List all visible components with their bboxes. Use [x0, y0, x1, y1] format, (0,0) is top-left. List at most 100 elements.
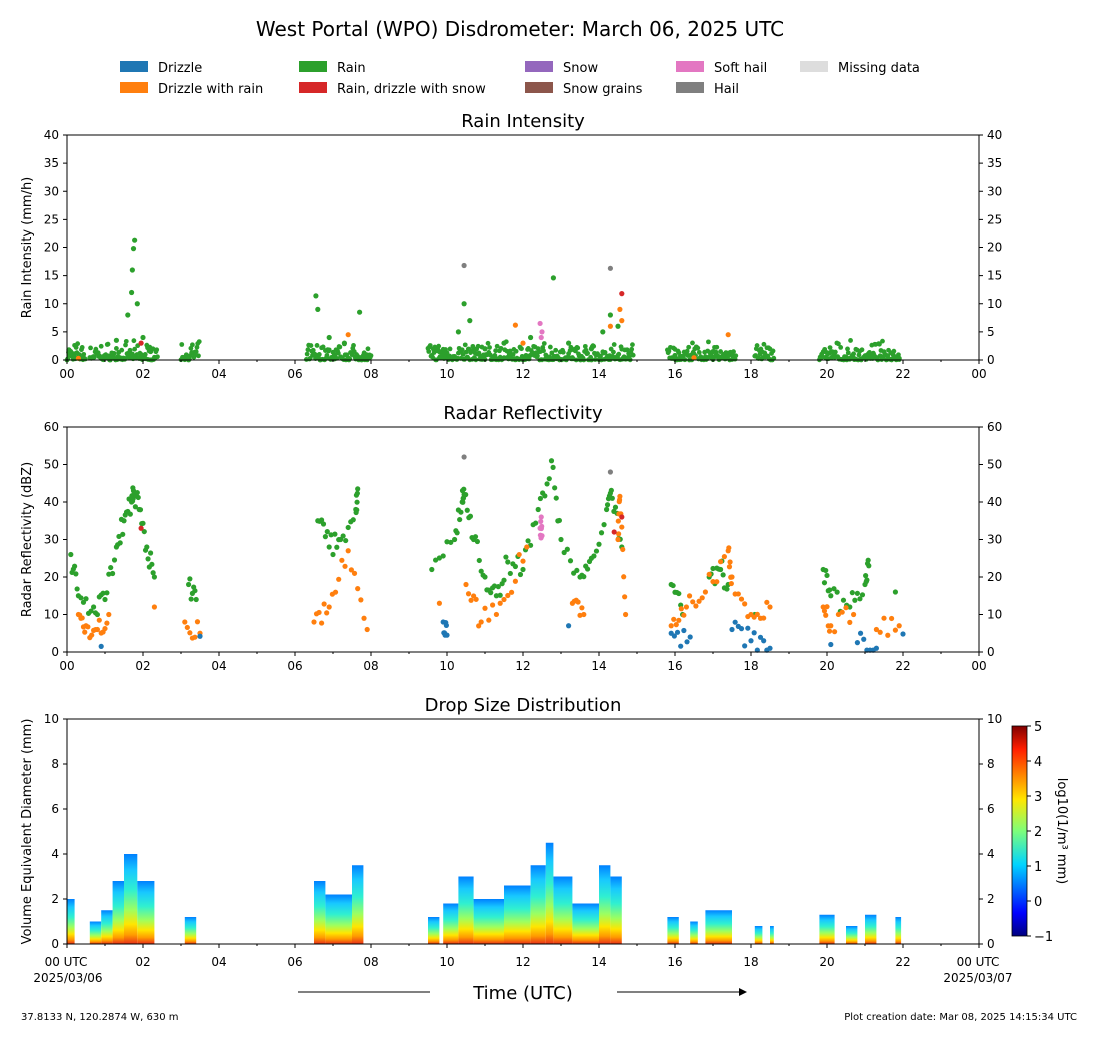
data-point: [849, 590, 855, 596]
data-point: [550, 275, 557, 281]
data-point: [122, 356, 128, 362]
data-point: [148, 550, 154, 556]
data-point: [155, 354, 160, 360]
data-point: [600, 329, 606, 335]
dsd-column: [89, 921, 102, 944]
data-point: [885, 632, 891, 638]
legend-item: Rain, drizzle with snow: [299, 82, 486, 97]
data-point: [828, 641, 834, 648]
dsd-column: [754, 926, 763, 944]
data-point: [690, 599, 696, 605]
data-point: [482, 346, 488, 352]
legend-swatch: [676, 82, 704, 93]
data-point: [444, 632, 450, 638]
data-point: [863, 573, 869, 579]
data-point: [828, 623, 834, 629]
data-point: [102, 596, 108, 603]
data-point: [113, 337, 119, 343]
data-point: [889, 615, 895, 622]
x-tick-label: 08: [363, 659, 378, 673]
y-tick-label: 6: [987, 802, 995, 816]
data-point: [73, 345, 79, 350]
data-point: [537, 495, 544, 502]
y-tick-label: 0: [51, 353, 59, 367]
data-point: [135, 494, 141, 501]
data-point: [684, 639, 690, 645]
legend-item: Snow grains: [525, 82, 643, 97]
data-point: [105, 341, 111, 347]
data-point: [476, 557, 482, 564]
dsd-column: [819, 914, 835, 944]
data-point: [767, 645, 773, 651]
data-point: [82, 356, 88, 362]
y-tick-label: 20: [987, 241, 1002, 255]
data-point: [561, 549, 567, 556]
data-point: [316, 352, 322, 357]
colorbar-tick-label: 1: [1034, 860, 1042, 875]
data-point: [827, 345, 833, 350]
data-point: [710, 348, 716, 355]
data-point: [544, 481, 550, 487]
data-point: [619, 514, 625, 520]
data-point: [345, 332, 351, 338]
dsd-column: [184, 917, 197, 944]
data-point: [729, 574, 735, 580]
data-point: [73, 571, 79, 577]
x-axis-arrowhead: [739, 988, 747, 996]
data-point: [497, 600, 503, 606]
colorbar: −1 0 1 2 3 4 5 log10(1/m³ mm): [1011, 720, 1069, 945]
data-point: [368, 353, 374, 359]
legend-item: Rain: [299, 61, 366, 76]
data-point: [742, 643, 748, 649]
data-point: [357, 309, 363, 315]
data-point: [131, 338, 137, 344]
data-point: [96, 617, 102, 623]
data-point: [321, 601, 327, 607]
data-point: [835, 611, 842, 618]
legend-label: Rain, drizzle with snow: [337, 82, 486, 97]
x-tick-label: 14: [591, 659, 606, 673]
data-point: [585, 350, 590, 356]
data-point: [607, 323, 614, 329]
y-tick-label: 40: [44, 495, 59, 509]
data-point: [485, 340, 491, 346]
data-point: [436, 348, 442, 355]
data-point: [691, 355, 697, 361]
data-point: [738, 596, 745, 602]
data-point: [831, 586, 837, 592]
data-point: [549, 350, 555, 356]
figure-title: West Portal (WPO) Disdrometer: March 06,…: [256, 17, 784, 41]
x-tick-label: 00: [59, 659, 74, 673]
data-point: [80, 599, 87, 605]
x-tick-label: 06: [287, 367, 302, 381]
data-point: [821, 580, 828, 586]
data-point: [493, 611, 499, 618]
data-point: [754, 343, 760, 348]
data-point: [624, 347, 630, 353]
x-tick-label: 12: [515, 955, 530, 969]
drop-size-distribution-panel: Drop Size Distribution Volume Equivalent …: [20, 695, 1002, 969]
data-point: [520, 566, 526, 573]
legend-item: Snow: [525, 61, 598, 76]
data-point: [900, 631, 906, 637]
data-point: [538, 334, 544, 341]
data-point: [619, 318, 625, 324]
data-point: [567, 558, 574, 564]
x-tick-label: 18: [743, 955, 758, 969]
dsd-column: [458, 876, 474, 944]
data-point: [525, 538, 531, 544]
data-point: [617, 493, 623, 499]
data-point: [460, 499, 466, 505]
x-tick-label: 08: [363, 955, 378, 969]
data-point: [319, 517, 325, 523]
data-point: [706, 571, 712, 577]
colorbar-tick-label: 2: [1034, 825, 1042, 840]
data-point: [119, 347, 125, 353]
data-point: [447, 346, 453, 352]
dsd-column: [667, 917, 679, 944]
data-point: [516, 551, 522, 558]
axes-frame: [66, 134, 980, 361]
x-tick-label: 02: [135, 955, 150, 969]
data-point: [448, 539, 454, 545]
